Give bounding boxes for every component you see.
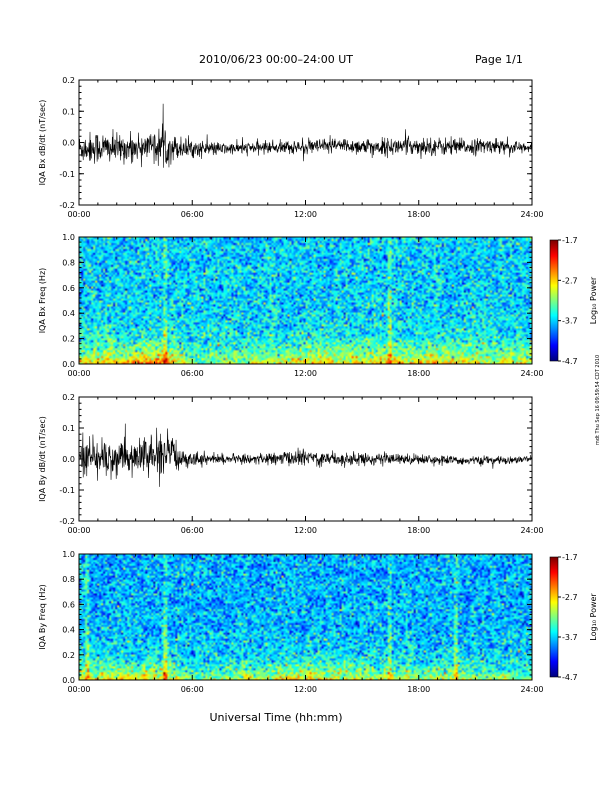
y-tick-label: 0.6 xyxy=(62,600,75,609)
x-tick-label: 00:00 xyxy=(67,526,90,535)
y-tick-label: 0.2 xyxy=(62,393,75,402)
x-tick-label: 24:00 xyxy=(520,685,543,694)
series-line-0 xyxy=(78,103,533,168)
y-axis-label: IQA Bx Freq (Hz) xyxy=(38,268,47,334)
series-line-2 xyxy=(78,423,533,487)
colorbar-tick-label: -2.7 xyxy=(562,593,578,602)
y-tick-label: 0.2 xyxy=(62,335,75,344)
x-tick-label: 18:00 xyxy=(407,526,430,535)
y-tick-label: 0.4 xyxy=(62,626,75,635)
y-tick-label: 0.2 xyxy=(62,651,75,660)
x-tick-label: 00:00 xyxy=(67,210,90,219)
y-tick-label: 0.8 xyxy=(62,258,75,267)
y-tick-label: 0.0 xyxy=(62,360,75,369)
y-tick-label: -0.2 xyxy=(59,201,75,210)
x-tick-label: 06:00 xyxy=(181,210,204,219)
y-tick-label: 0.0 xyxy=(62,455,75,464)
y-tick-label: 0.6 xyxy=(62,284,75,293)
x-tick-label: 12:00 xyxy=(294,526,317,535)
x-tick-label: 18:00 xyxy=(407,685,430,694)
x-tick-label: 18:00 xyxy=(407,210,430,219)
colorbar-label: Log₁₀ Power xyxy=(589,276,598,324)
colorbar-frame xyxy=(549,556,559,678)
spectrogram-image-3 xyxy=(79,554,532,680)
y-tick-label: -0.2 xyxy=(59,517,75,526)
y-axis-label: IQA By Freq (Hz) xyxy=(38,584,47,650)
colorbar-tick-label: -2.7 xyxy=(562,276,578,285)
y-tick-label: 0.2 xyxy=(62,76,75,85)
y-tick-label: -0.1 xyxy=(59,170,75,179)
y-tick-label: 1.0 xyxy=(62,550,75,559)
x-tick-label: 06:00 xyxy=(181,526,204,535)
colorbar-label: Log₁₀ Power xyxy=(589,593,598,641)
x-tick-label: 12:00 xyxy=(294,369,317,378)
page-title: 2010/06/23 00:00–24:00 UT xyxy=(198,53,354,66)
colorbar xyxy=(550,240,558,361)
page-number: Page 1/1 xyxy=(475,53,523,66)
x-tick-label: 00:00 xyxy=(67,685,90,694)
colorbar-tick-label: -4.7 xyxy=(562,673,578,682)
spectrogram-image-1 xyxy=(79,237,532,364)
x-tick-label: 18:00 xyxy=(407,369,430,378)
colorbar-frame xyxy=(549,239,559,362)
x-tick-label: 24:00 xyxy=(520,526,543,535)
x-tick-label: 24:00 xyxy=(520,369,543,378)
y-tick-label: -0.1 xyxy=(59,486,75,495)
x-tick-label: 06:00 xyxy=(181,369,204,378)
colorbar-tick-label: -4.7 xyxy=(562,357,578,366)
colorbar-tick-label: -1.7 xyxy=(562,236,578,245)
colorbar-tick-label: -3.7 xyxy=(562,317,578,326)
colorbar xyxy=(550,557,558,677)
x-axis-label: Universal Time (hh:mm) xyxy=(209,711,343,724)
y-tick-label: 0.0 xyxy=(62,139,75,148)
y-axis-label: IQA By dB/dt (nT/sec) xyxy=(38,416,47,502)
x-tick-label: 12:00 xyxy=(294,210,317,219)
y-tick-label: 0.4 xyxy=(62,309,75,318)
y-tick-label: 0.0 xyxy=(62,676,75,685)
y-tick-label: 0.1 xyxy=(62,424,75,433)
x-tick-label: 00:00 xyxy=(67,369,90,378)
generation-stamp: mdt Thu Sep 16 09:59:54 CDT 2010 xyxy=(595,354,601,446)
x-tick-label: 24:00 xyxy=(520,210,543,219)
y-tick-label: 0.1 xyxy=(62,107,75,116)
y-axis-label: IQA Bx dB/dt (nT/sec) xyxy=(38,100,47,186)
colorbar-tick-label: -3.7 xyxy=(562,633,578,642)
x-tick-label: 06:00 xyxy=(181,685,204,694)
x-tick-label: 12:00 xyxy=(294,685,317,694)
y-tick-label: 1.0 xyxy=(62,233,75,242)
colorbar-tick-label: -1.7 xyxy=(562,553,578,562)
y-tick-label: 0.8 xyxy=(62,575,75,584)
